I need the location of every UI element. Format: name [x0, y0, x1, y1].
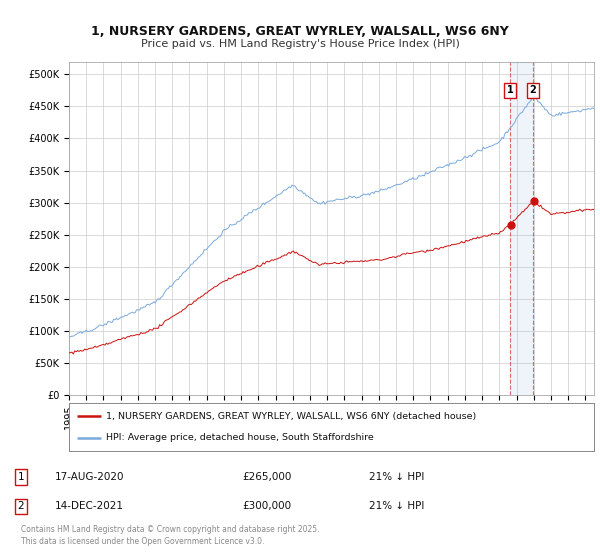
Text: HPI: Average price, detached house, South Staffordshire: HPI: Average price, detached house, Sout… — [106, 433, 373, 442]
Bar — [510, 62, 533, 395]
Text: Contains HM Land Registry data © Crown copyright and database right 2025.
This d: Contains HM Land Registry data © Crown c… — [20, 525, 319, 546]
Text: 14-DEC-2021: 14-DEC-2021 — [55, 501, 124, 511]
Text: 21% ↓ HPI: 21% ↓ HPI — [369, 501, 424, 511]
Text: £300,000: £300,000 — [242, 501, 292, 511]
Text: 2: 2 — [530, 86, 536, 95]
Text: Price paid vs. HM Land Registry's House Price Index (HPI): Price paid vs. HM Land Registry's House … — [140, 39, 460, 49]
Text: 1, NURSERY GARDENS, GREAT WYRLEY, WALSALL, WS6 6NY (detached house): 1, NURSERY GARDENS, GREAT WYRLEY, WALSAL… — [106, 412, 476, 421]
Text: 2: 2 — [17, 501, 24, 511]
Text: 1: 1 — [17, 472, 24, 482]
Text: 1, NURSERY GARDENS, GREAT WYRLEY, WALSALL, WS6 6NY: 1, NURSERY GARDENS, GREAT WYRLEY, WALSAL… — [91, 25, 509, 38]
Text: 17-AUG-2020: 17-AUG-2020 — [55, 472, 125, 482]
Text: 21% ↓ HPI: 21% ↓ HPI — [369, 472, 424, 482]
Text: £265,000: £265,000 — [242, 472, 292, 482]
Text: 1: 1 — [507, 86, 514, 95]
